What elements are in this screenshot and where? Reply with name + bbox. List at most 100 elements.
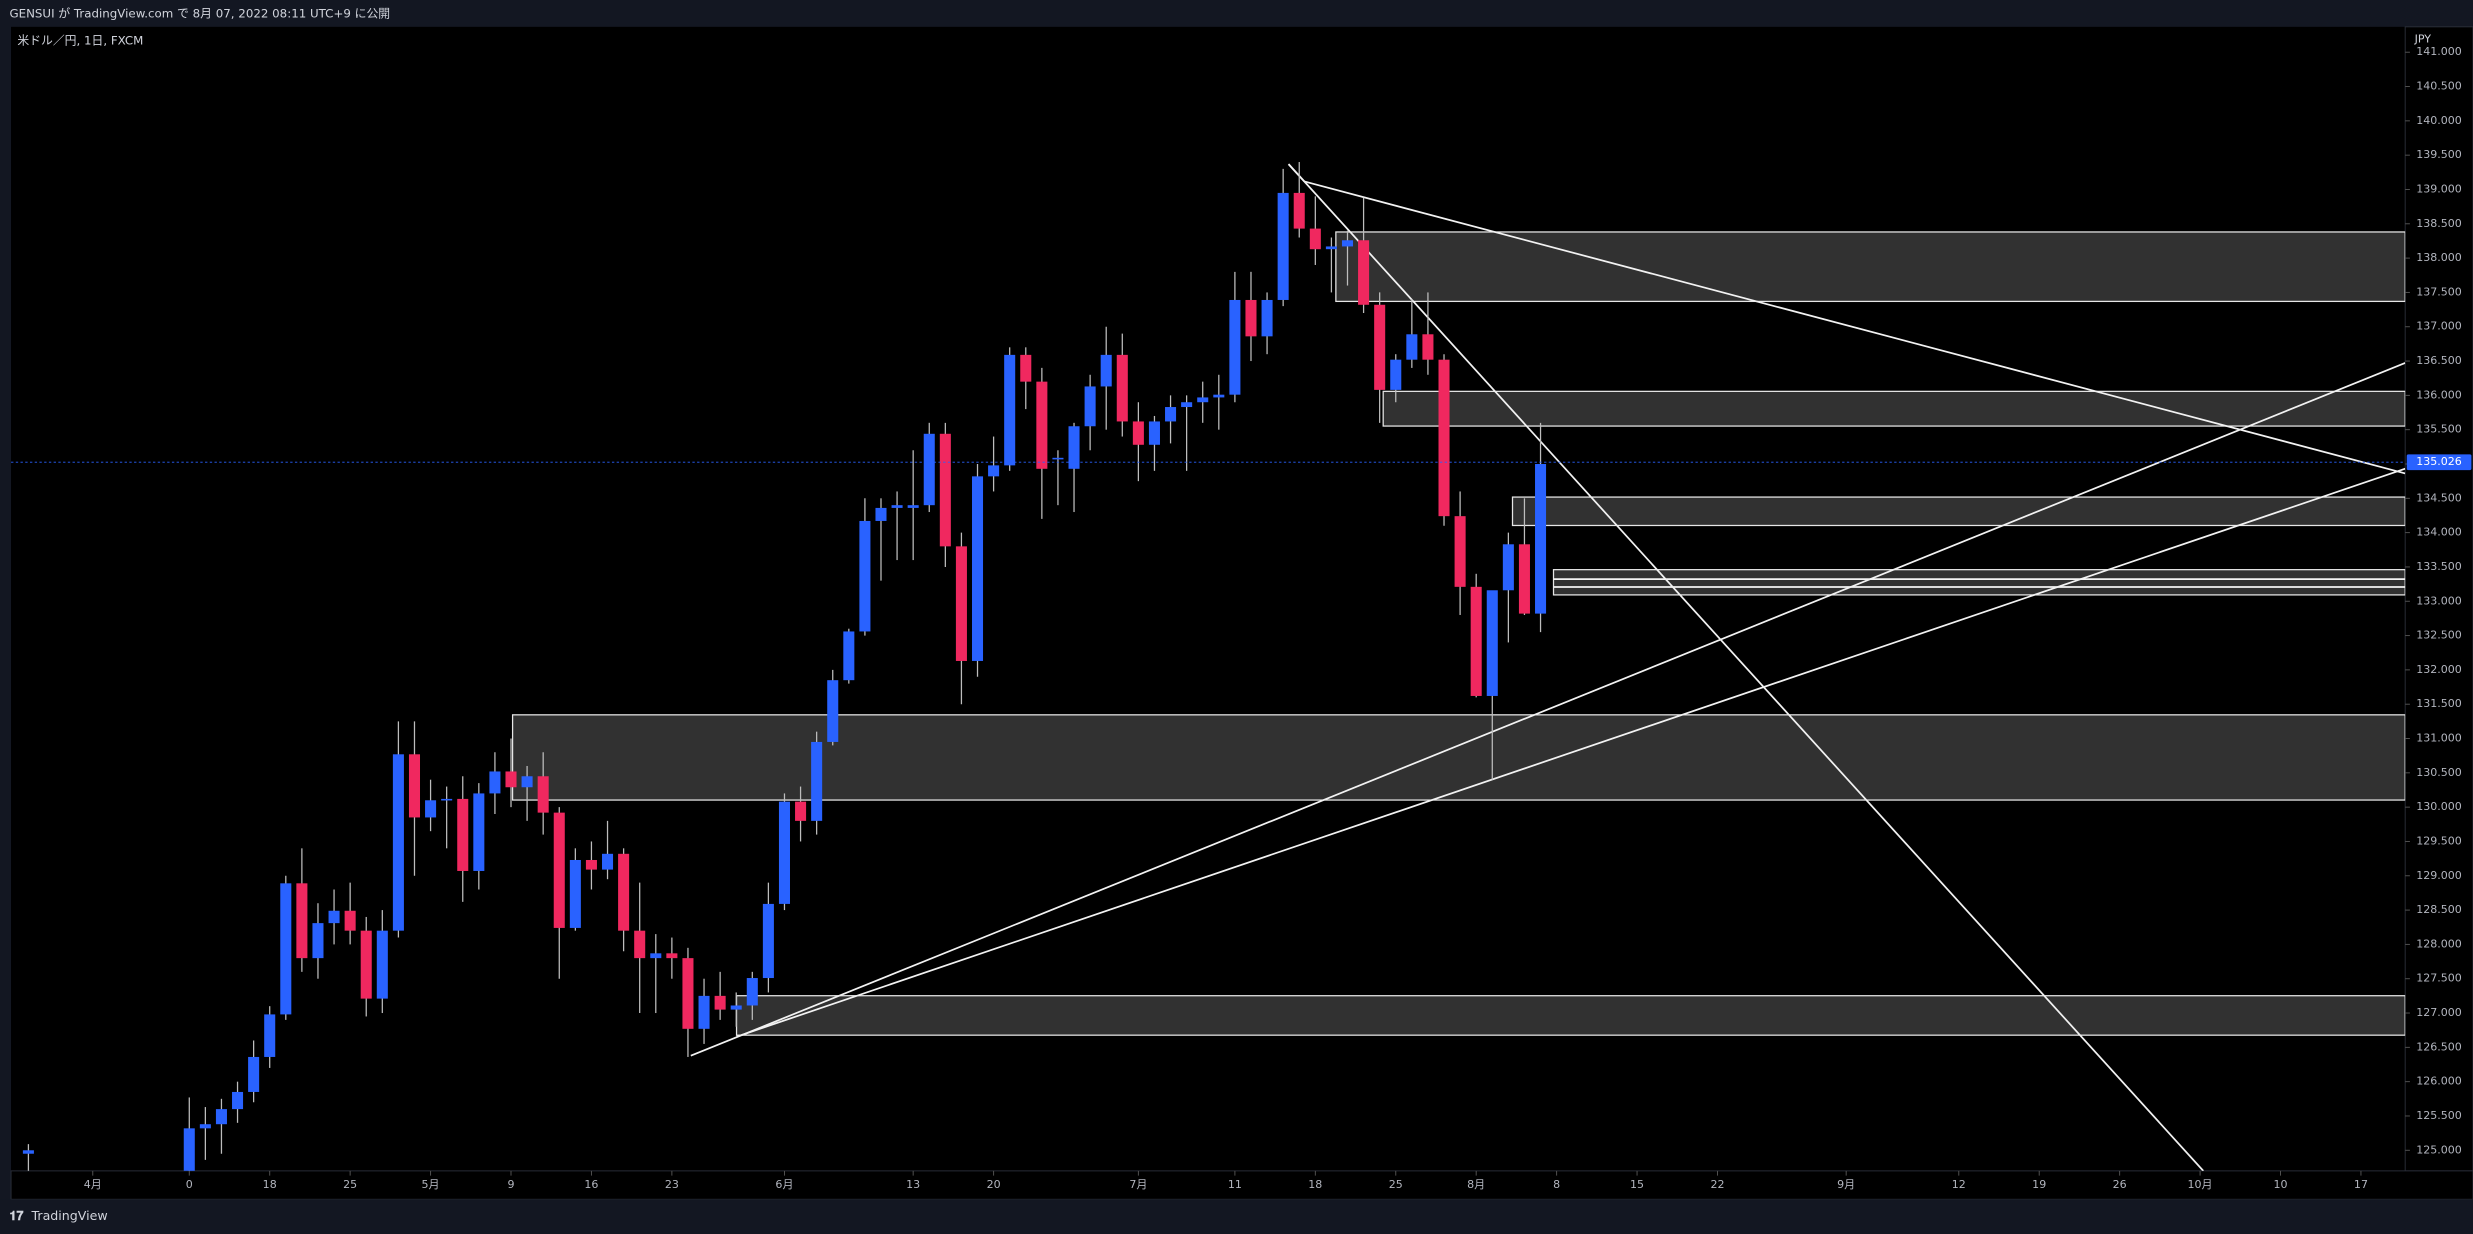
y-tick-label: 125.500 — [2416, 1109, 2462, 1122]
x-tick-label: 8月 — [1467, 1178, 1485, 1191]
candle-body — [553, 812, 565, 928]
candle-body — [1374, 304, 1386, 390]
x-tick-label: 13 — [906, 1178, 920, 1191]
candle-body — [1438, 359, 1450, 517]
candle-body — [634, 930, 646, 959]
x-tick-label: 9 — [507, 1178, 514, 1191]
trend-line — [1287, 163, 2204, 1171]
zone — [1552, 569, 2406, 596]
y-tick-label: 139.500 — [2416, 148, 2462, 161]
y-tick-label: 140.500 — [2416, 80, 2462, 93]
x-tick-label: 10 — [2273, 1178, 2287, 1191]
candle-body — [312, 923, 324, 959]
candle-body — [1068, 426, 1080, 469]
y-tick-label: 132.500 — [2416, 629, 2462, 642]
zone — [1382, 390, 2406, 427]
y-tick-label: 131.000 — [2416, 732, 2462, 745]
y-tick-label: 135.500 — [2416, 423, 2462, 436]
candle-body — [585, 859, 597, 870]
candle-body — [1004, 354, 1016, 466]
candle-body — [1486, 590, 1498, 696]
y-tick-label: 136.000 — [2416, 388, 2462, 401]
candle-body — [457, 798, 469, 871]
x-tick-label: 15 — [1630, 1178, 1644, 1191]
candle-body — [215, 1109, 227, 1125]
candle-body — [939, 433, 951, 547]
x-tick-label: 18 — [263, 1178, 277, 1191]
candle-body — [1422, 334, 1434, 360]
x-tick-label: 20 — [987, 1178, 1001, 1191]
candle-body — [489, 771, 501, 794]
plot-area — [11, 26, 2406, 1171]
candle-body — [425, 800, 437, 818]
x-tick-label: 7月 — [1129, 1178, 1147, 1191]
candle-body — [1535, 463, 1547, 614]
x-tick-label: 25 — [343, 1178, 357, 1191]
candle-body — [1148, 421, 1160, 445]
candle-body — [1116, 354, 1128, 422]
candle-body — [1325, 246, 1337, 250]
time-axis — [10, 1170, 2473, 1200]
trend-line — [1287, 163, 1305, 183]
y-tick-label: 132.000 — [2416, 663, 2462, 676]
last-price-label: 135.026 — [2416, 455, 2462, 468]
x-tick-label: 4月 — [84, 1178, 102, 1191]
candle-body — [376, 930, 388, 999]
x-tick-label: 6月 — [775, 1178, 793, 1191]
candle-body — [698, 995, 710, 1029]
y-tick-label: 126.000 — [2416, 1075, 2462, 1088]
y-tick-label: 134.500 — [2416, 491, 2462, 504]
candle-body — [1406, 334, 1418, 360]
candle-body — [1052, 457, 1064, 460]
y-axis-label: JPY — [2414, 32, 2432, 45]
candle-body — [795, 801, 807, 821]
candle-body — [1245, 299, 1257, 337]
candle-body — [328, 910, 340, 924]
y-tick-label: 129.000 — [2416, 869, 2462, 882]
zone — [1335, 231, 2406, 303]
y-tick-label: 130.500 — [2416, 766, 2462, 779]
candle-body — [280, 883, 292, 1015]
x-tick-label: 10月 — [2188, 1178, 2213, 1191]
candle-body — [1213, 394, 1225, 398]
candle-body — [505, 771, 517, 788]
candle-body — [746, 978, 758, 1006]
candle-body — [923, 433, 935, 506]
candle-body — [1309, 228, 1321, 250]
y-tick-label: 136.500 — [2416, 354, 2462, 367]
y-tick-label: 130.000 — [2416, 800, 2462, 813]
candle-body — [971, 476, 984, 661]
candle-body — [441, 798, 453, 801]
candle-body — [650, 953, 662, 959]
candle-body — [907, 505, 919, 508]
y-tick-label: 128.500 — [2416, 903, 2462, 916]
y-tick-label: 141.000 — [2416, 45, 2462, 58]
candle-body — [344, 910, 356, 931]
footer-logo: 𝟏𝟕 — [9, 1208, 24, 1223]
y-tick-label: 137.000 — [2416, 320, 2462, 333]
candle-body — [618, 853, 630, 931]
candle-body — [988, 465, 1000, 477]
y-tick-label: 140.000 — [2416, 114, 2462, 127]
x-tick-label: 16 — [584, 1178, 598, 1191]
candle-body — [1470, 586, 1482, 696]
x-tick-label: 17 — [2354, 1178, 2368, 1191]
header-text: GENSUI が TradingView.com で 8月 07, 2022 0… — [9, 7, 390, 21]
footer-text: TradingView — [31, 1208, 108, 1223]
candle-body — [602, 853, 614, 870]
candle-body — [1100, 354, 1112, 387]
x-tick-label: 18 — [1308, 1178, 1322, 1191]
candle-body — [569, 859, 581, 928]
x-tick-label: 26 — [2113, 1178, 2127, 1191]
y-tick-label: 137.500 — [2416, 285, 2462, 298]
candle-body — [1454, 516, 1466, 587]
x-tick-label: 0 — [186, 1178, 193, 1191]
y-tick-label: 138.000 — [2416, 251, 2462, 264]
footer-bar — [0, 1199, 2473, 1234]
candle-body — [1261, 299, 1273, 337]
candle-body — [408, 754, 421, 818]
candle-body — [392, 754, 404, 931]
x-tick-label: 25 — [1389, 1178, 1403, 1191]
